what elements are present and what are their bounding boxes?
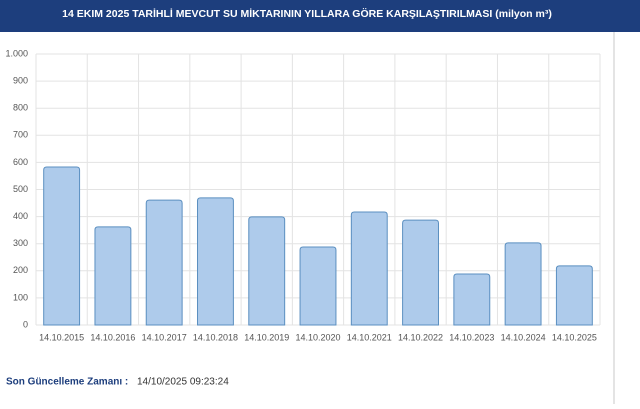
footer-label: Son Güncelleme Zamanı : (6, 377, 128, 388)
x-tick-label: 14.10.2018 (193, 332, 238, 342)
bar (504, 242, 542, 326)
x-tick-label: 14.10.2019 (244, 332, 289, 342)
y-tick-label: 1.000 (5, 48, 28, 58)
header-bar (0, 0, 640, 32)
x-tick-label: 14.10.2016 (90, 332, 135, 342)
bar (453, 273, 491, 326)
y-tick-label: 700 (13, 130, 28, 140)
y-tick-label: 500 (13, 184, 28, 194)
y-tick-label: 0 (23, 319, 28, 329)
bar (555, 265, 593, 326)
x-tick-label: 14.10.2022 (398, 332, 443, 342)
x-tick-label: 14.10.2024 (501, 332, 546, 342)
bar (197, 197, 234, 326)
bar (145, 199, 183, 326)
y-tick-label: 200 (13, 265, 28, 275)
x-tick-label: 14.10.2025 (552, 332, 597, 342)
chart-title: 14 EKIM 2025 TARİHLİ MEVCUT SU MİKTARINI… (62, 7, 552, 20)
y-tick-label: 400 (13, 211, 28, 221)
x-tick-label: 14.10.2017 (142, 332, 187, 342)
x-tick-label: 14.10.2015 (39, 332, 84, 342)
bar (248, 216, 286, 326)
bar (350, 211, 388, 326)
y-tick-label: 600 (13, 157, 28, 167)
bar (402, 219, 439, 326)
bar (299, 246, 337, 326)
y-tick-label: 300 (13, 238, 28, 248)
y-tick-label: 900 (13, 75, 28, 85)
x-tick-label: 14.10.2023 (449, 332, 494, 342)
bar (43, 166, 81, 326)
x-tick-label: 14.10.2021 (347, 332, 392, 342)
y-tick-label: 100 (13, 292, 28, 302)
bar (94, 226, 132, 326)
footer-value: 14/10/2025 09:23:24 (137, 377, 229, 388)
y-tick-label: 800 (13, 103, 28, 113)
x-tick-label: 14.10.2020 (295, 332, 340, 342)
